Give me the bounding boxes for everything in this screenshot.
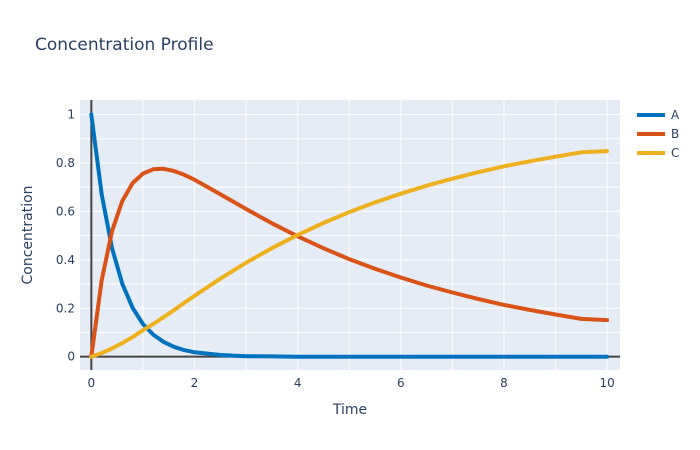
y-tick-label: 0.8 bbox=[56, 156, 75, 170]
y-axis-title: Concentration bbox=[20, 185, 36, 284]
tick-labels: 0 2 4 6 8 10 0 0.2 0.4 0.6 0.8 1 bbox=[56, 108, 615, 390]
x-tick-label: 6 bbox=[397, 376, 405, 390]
series-line-b bbox=[89, 166, 610, 359]
plot-area bbox=[80, 100, 620, 370]
legend-item-a[interactable]: A bbox=[637, 108, 680, 122]
x-tick-label: 4 bbox=[294, 376, 302, 390]
y-tick-label: 0.2 bbox=[56, 301, 75, 315]
chart-title: Concentration Profile bbox=[35, 35, 214, 55]
legend-item-c[interactable]: C bbox=[637, 146, 679, 160]
y-tick-label: 0.4 bbox=[56, 253, 75, 267]
legend-item-b[interactable]: B bbox=[637, 127, 679, 141]
legend-label: B bbox=[671, 127, 679, 141]
y-tick-label: 1 bbox=[67, 108, 75, 122]
x-axis-title: Time bbox=[332, 402, 367, 418]
series-line-c bbox=[89, 149, 610, 359]
x-tick-label: 0 bbox=[88, 376, 96, 390]
x-tick-label: 2 bbox=[191, 376, 199, 390]
legend-label: A bbox=[671, 108, 680, 122]
y-tick-label: 0 bbox=[67, 350, 75, 364]
legend: ABC bbox=[637, 108, 680, 160]
series-line-a bbox=[89, 112, 610, 359]
x-tick-label: 10 bbox=[599, 376, 614, 390]
series-lines bbox=[89, 112, 610, 359]
x-tick-label: 8 bbox=[500, 376, 508, 390]
y-tick-label: 0.6 bbox=[56, 204, 75, 218]
legend-label: C bbox=[671, 146, 679, 160]
